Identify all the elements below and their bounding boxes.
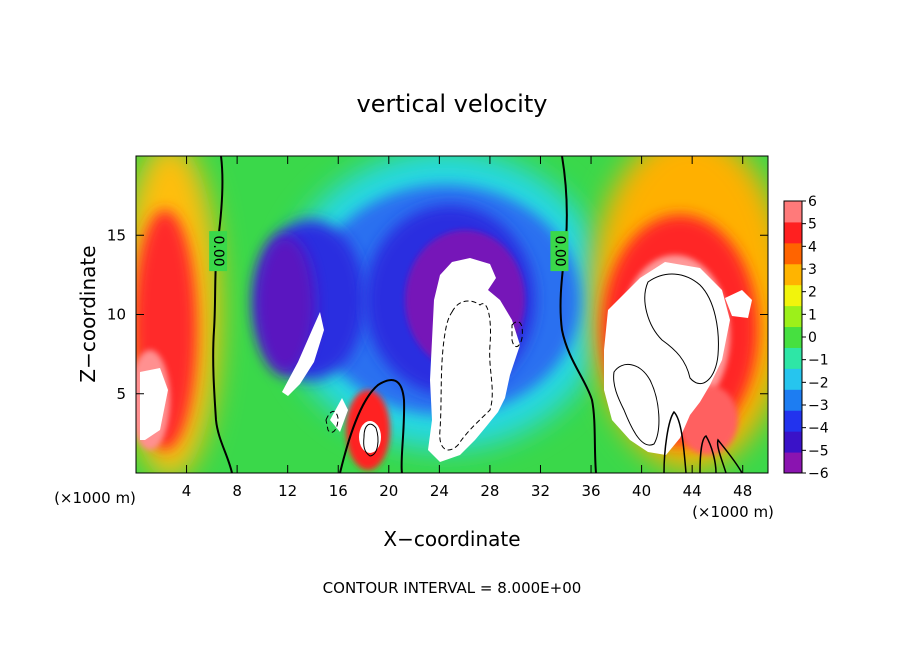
colorbar-segment (784, 242, 802, 265)
contour-labels: 0.00 0.00 (209, 231, 569, 272)
negative-contour-2 (511, 321, 523, 347)
colorbar-segment (784, 431, 802, 453)
colorbar-segment (784, 221, 802, 244)
x-tick-label: 44 (683, 482, 702, 500)
contour-label-bg (209, 231, 228, 272)
colorbar-segment (784, 305, 802, 328)
y-tick-label: 5 (116, 385, 126, 403)
x-axis: 4 8 12 16 20 24 28 32 36 40 44 48 (182, 156, 752, 500)
colorbar-tick-label: 5 (808, 217, 817, 233)
x-unit-right: (×1000 m) (692, 503, 774, 521)
colorbar-tick-label: 0 (808, 330, 817, 346)
colorbar-tick-label: 3 (808, 262, 817, 278)
colorbar-segment (784, 284, 802, 307)
x-tick-label: 40 (632, 482, 651, 500)
zero-contour-left (212, 156, 233, 473)
colorbar-tick-label: 1 (808, 307, 817, 323)
positive-contour (644, 273, 719, 385)
colorbar-tick-label: −4 (808, 421, 829, 437)
contour-label: 0.00 (210, 236, 226, 267)
colorbar-tick-label: −3 (808, 398, 829, 414)
negative-contour (439, 300, 493, 451)
zero-contour-right (559, 156, 597, 473)
y-axis: 5 10 15 (107, 226, 768, 403)
positive-contour-2 (613, 364, 660, 446)
x-tick-label: 28 (480, 482, 499, 500)
y-tick-label: 10 (107, 306, 126, 324)
colorbar-segment (784, 389, 802, 411)
zero-contour-sub (663, 410, 743, 473)
colorbar-segment (784, 410, 802, 432)
y-axis-label: Z−coordinate (76, 245, 100, 382)
contour-label: 0.00 (551, 236, 567, 267)
colorbar-tick-label: 6 (808, 194, 817, 210)
colorbar-tick-label: −5 (808, 443, 829, 459)
x-tick-label: 36 (581, 482, 600, 500)
x-tick-label: 24 (430, 482, 449, 500)
colorbar: 6 5 4 3 2 1 0 −1 −2 −3 −4 −5 −6 (783, 194, 829, 482)
contour-interval-note: CONTOUR INTERVAL = 8.000E+00 (323, 579, 582, 597)
colorbar-segment (784, 452, 802, 474)
colorbar-tick-label: 4 (808, 239, 817, 255)
colorbar-tick-label: −1 (808, 353, 829, 369)
x-tick-label: 16 (329, 482, 348, 500)
colorbar-tick-label: −6 (808, 466, 829, 482)
zero-contour-mid (339, 378, 406, 473)
x-tick-label: 20 (379, 482, 398, 500)
negative-contour-3 (325, 411, 339, 433)
x-tick-label: 48 (733, 482, 752, 500)
x-tick-label: 12 (278, 482, 297, 500)
colorbar-segment (784, 347, 802, 369)
heatmap-field (136, 156, 768, 473)
colorbar-segment (784, 263, 802, 286)
colorbar-tick-label: −2 (808, 375, 829, 391)
positive-contour-3 (363, 423, 379, 457)
x-axis-label: X−coordinate (383, 527, 520, 551)
colorbar-segment (784, 368, 802, 390)
colorbar-tick-label: 2 (808, 285, 817, 301)
colorbar-segment (784, 326, 802, 348)
colorbar-segment (784, 201, 802, 223)
chart-title: vertical velocity (357, 90, 548, 118)
y-tick-label: 15 (107, 226, 126, 244)
contour-label-bg (550, 231, 569, 272)
x-tick-label: 4 (182, 482, 192, 500)
x-tick-label: 8 (232, 482, 242, 500)
contour-lines (212, 156, 743, 473)
field-blobs (136, 156, 768, 473)
x-unit-left: (×1000 m) (54, 489, 136, 507)
x-tick-label: 32 (531, 482, 550, 500)
